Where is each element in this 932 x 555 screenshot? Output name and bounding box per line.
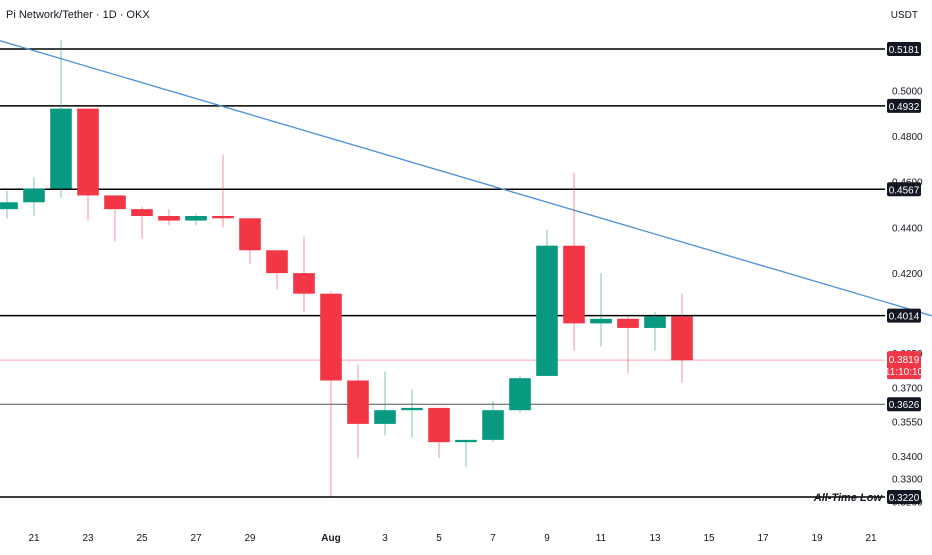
price-level-badge (887, 98, 921, 113)
candle-body (320, 293, 342, 381)
x-tick-label: 23 (82, 533, 94, 544)
candle[interactable] (293, 236, 315, 312)
candle-body (23, 188, 45, 203)
candle[interactable] (266, 250, 288, 290)
candle-body (563, 245, 585, 324)
y-tick-label: 0.3550 (892, 418, 923, 429)
candle-body (239, 218, 261, 251)
candle-body (590, 318, 612, 324)
x-tick-label: 27 (190, 533, 202, 544)
y-tick-label: 0.3700 (892, 383, 923, 394)
candle[interactable] (644, 311, 666, 351)
x-tick-label: 15 (703, 533, 715, 544)
candle[interactable] (185, 213, 207, 226)
candle[interactable] (0, 190, 18, 219)
candle[interactable] (320, 291, 342, 497)
candle-body (401, 407, 423, 411)
candle[interactable] (77, 108, 99, 221)
candle[interactable] (374, 371, 396, 436)
price-level-value: 0.4932 (889, 102, 920, 113)
candle-body (374, 410, 396, 424)
candle-body (455, 439, 477, 443)
x-tick-label: 29 (244, 533, 256, 544)
current-price-badge (887, 351, 921, 380)
candle-body (212, 216, 234, 219)
candle-body (266, 250, 288, 274)
candle-body (0, 202, 18, 210)
y-tick-label: 0.3400 (892, 452, 923, 463)
candle-body (185, 216, 207, 221)
price-level-value: 0.5181 (889, 45, 920, 56)
candle-body (617, 318, 639, 328)
x-tick-label: 17 (757, 533, 769, 544)
all-time-low-label: All-Time Low (813, 492, 884, 504)
candle[interactable] (563, 172, 585, 351)
y-tick-label: 0.3300 (892, 475, 923, 486)
descending-trendline[interactable] (0, 33, 932, 325)
x-tick-label: 9 (544, 533, 550, 544)
candle-body (671, 316, 693, 361)
candle[interactable] (104, 195, 126, 242)
candle[interactable] (455, 439, 477, 468)
x-tick-label: 21 (865, 533, 877, 544)
candle[interactable] (617, 316, 639, 374)
price-level-badge (887, 42, 921, 56)
candle-body (158, 216, 180, 221)
candle-body (77, 108, 99, 196)
candle[interactable] (239, 218, 261, 264)
candle-body (428, 407, 450, 443)
price-unit-label: USDT (891, 10, 918, 21)
x-tick-label: 3 (382, 533, 388, 544)
candle[interactable] (428, 407, 450, 459)
candle-body (536, 245, 558, 376)
candle[interactable] (482, 401, 504, 443)
price-level-value: 0.4014 (889, 312, 920, 323)
candle[interactable] (590, 273, 612, 347)
candle[interactable] (671, 293, 693, 383)
x-tick-label: 25 (136, 533, 148, 544)
x-tick-label: 7 (490, 533, 496, 544)
candle-body (293, 273, 315, 294)
price-level-value: 0.3626 (889, 400, 920, 411)
candle[interactable] (131, 206, 153, 239)
y-tick-label: 0.4800 (892, 132, 923, 143)
candle[interactable] (347, 364, 369, 459)
candle[interactable] (158, 209, 180, 226)
price-level-value: 0.3220 (889, 493, 920, 504)
y-tick-label: 0.4400 (892, 223, 923, 234)
candle-body (104, 195, 126, 210)
candle[interactable] (50, 40, 72, 198)
price-level-badge (887, 397, 921, 412)
candle[interactable] (401, 389, 423, 438)
x-tick-label: 5 (436, 533, 442, 544)
x-tick-label: 21 (28, 533, 40, 544)
x-tick-label: 19 (811, 533, 823, 544)
candle-body (644, 316, 666, 328)
candle-body (509, 378, 531, 411)
y-tick-label: 0.5000 (892, 86, 923, 97)
candle-body (50, 108, 72, 189)
current-price-value: 0.3819 (889, 355, 920, 366)
candle[interactable] (23, 177, 45, 217)
candle-body (482, 410, 504, 440)
price-level-badge (887, 182, 921, 197)
x-tick-label: Aug (321, 533, 340, 544)
chart-title: Pi Network/Tether · 1D · OKX (6, 9, 150, 21)
candle[interactable] (536, 229, 558, 376)
candle-body (347, 380, 369, 424)
y-tick-label: 0.4200 (892, 269, 923, 280)
price-level-badge (887, 308, 921, 323)
candle[interactable] (212, 154, 234, 228)
x-tick-label: 13 (649, 533, 661, 544)
price-level-value: 0.4567 (889, 185, 920, 196)
candle[interactable] (509, 375, 531, 413)
price-level-badge (887, 490, 921, 504)
x-tick-label: 11 (596, 533, 607, 544)
countdown-timer: 11:10:10 (885, 367, 924, 378)
candle-body (131, 209, 153, 217)
